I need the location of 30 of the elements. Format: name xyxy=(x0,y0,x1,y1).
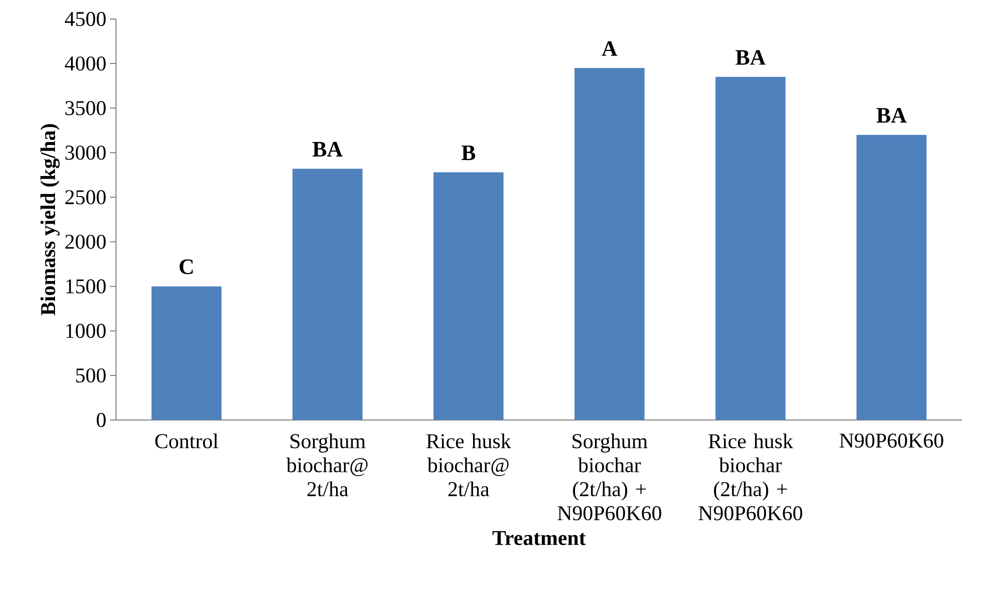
annotation: BA xyxy=(876,108,907,123)
y-tick-label: 1500 xyxy=(66,279,106,294)
y-tick-label: 4000 xyxy=(64,56,106,71)
annotation: C xyxy=(180,259,193,274)
bar xyxy=(574,68,645,420)
y-tick-label: 500 xyxy=(76,368,106,383)
annotation: A xyxy=(602,41,618,56)
annotation: BA xyxy=(312,142,343,157)
x-tick-label: Rice husk biochar@ 2t/ha xyxy=(426,434,512,496)
x-axis-title: Treatment xyxy=(492,531,586,546)
bar xyxy=(716,76,786,420)
bar xyxy=(152,286,222,420)
y-tick-label: 2000 xyxy=(65,234,106,249)
y-tick-label: 4500 xyxy=(64,12,106,26)
y-tick-label: 3500 xyxy=(65,101,106,116)
y-tick-label: 2500 xyxy=(65,190,106,204)
bar xyxy=(434,172,504,420)
x-tick-label: Sorghum biochar@ 2t/ha xyxy=(286,434,368,496)
annotation: BA xyxy=(736,50,766,65)
x-tick-label: N90P60K60 xyxy=(840,434,944,448)
annotation: B xyxy=(462,146,476,160)
x-tick-label: Sorghum biochar (2t/ha) + N90P60K60 xyxy=(558,434,662,520)
x-tick-label: Rice husk biochar (2t/ha) + N90P60K60 xyxy=(698,434,802,520)
y-tick-label: 0 xyxy=(96,412,106,428)
y-axis-title: Biomass yield (kg/ha) xyxy=(40,124,60,316)
x-tick-label: Control xyxy=(155,434,218,448)
bar xyxy=(292,168,363,420)
bar xyxy=(856,134,927,420)
y-tick-label: 3000 xyxy=(65,146,106,160)
y-tick-label: 1000 xyxy=(66,324,106,338)
